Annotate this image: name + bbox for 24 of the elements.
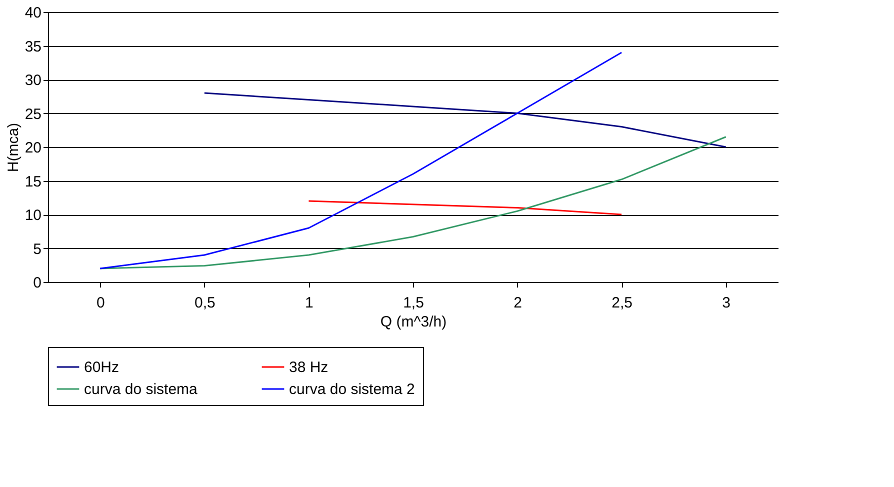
y-tick-label: 5: [33, 240, 42, 258]
y-tick-label: 0: [33, 274, 42, 292]
x-tick-label: 1: [305, 294, 314, 312]
y-tick-label: 35: [24, 38, 42, 56]
y-tick-label: 15: [24, 173, 42, 190]
x-tick-label: 1,5: [403, 294, 424, 312]
x-tick-label: 0: [96, 294, 105, 312]
y-tick-label: 30: [24, 72, 42, 89]
x-tick-label: 2,5: [612, 294, 632, 312]
x-axis-title: Q (m^3/h): [380, 314, 447, 330]
y-tick-label: 25: [24, 106, 42, 123]
y-axis-title: H(mca): [4, 122, 22, 172]
y-tick-label: 20: [24, 140, 42, 156]
x-tick-label: 3: [722, 294, 731, 312]
y-tick-label: 10: [24, 207, 42, 224]
x-tick-label: 2: [514, 294, 522, 312]
line-series: [204, 92, 727, 148]
legend-label: 38 Hz: [289, 359, 328, 376]
y-tick-label: 40: [24, 4, 42, 22]
x-tick-label: 0,5: [194, 294, 216, 312]
line-series: [99, 52, 622, 270]
legend-label: 60Hz: [84, 359, 120, 376]
legend-label: curva do sistema: [84, 381, 198, 398]
legend-label: curva do sistema 2: [289, 381, 415, 398]
